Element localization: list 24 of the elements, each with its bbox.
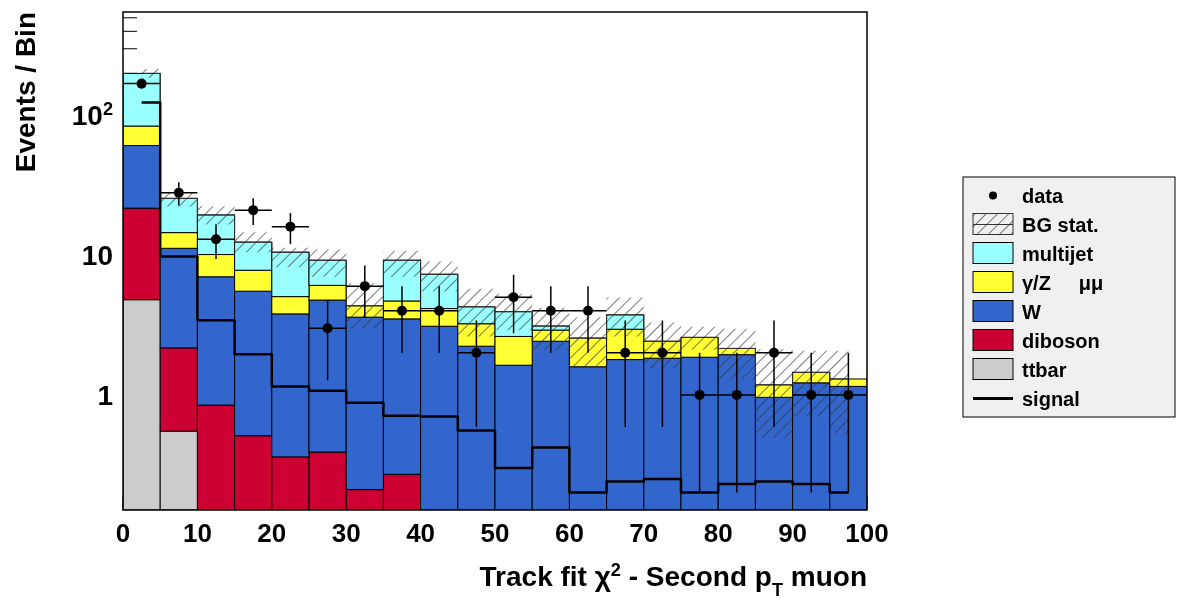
y-tick-label: 10	[81, 240, 113, 272]
legend-label: multijet	[1022, 242, 1094, 265]
x-tick-label: 60	[554, 518, 584, 548]
x-tick-label: 0	[115, 518, 131, 548]
x-tick-label: 10	[182, 518, 212, 548]
x-tick-label: 40	[406, 518, 436, 548]
y-tick-label: 10$^{2}$	[71, 99, 113, 132]
legend-label: W	[1022, 300, 1041, 323]
legend-label: ttbar	[1022, 358, 1067, 381]
legend-label: signal	[1022, 387, 1080, 410]
y-axis-title: Events / Bin	[10, 12, 41, 173]
x-tick-label: 30	[331, 518, 361, 548]
x-tick-label: 90	[778, 518, 808, 548]
legend-label: diboson	[1022, 329, 1100, 352]
x-axis-title: Track fit χ$^{2}$ - Second p$_{T}$ muon	[479, 560, 867, 600]
x-tick-label: 80	[703, 518, 733, 548]
x-tick-label: 70	[629, 518, 659, 548]
legend-label: data	[1022, 184, 1064, 207]
x-tick-label: 100	[845, 518, 889, 548]
legend-label: γ/Z μμ	[1022, 271, 1104, 294]
x-tick-label: 20	[257, 518, 287, 548]
y-tick-label: 1	[97, 379, 113, 411]
x-tick-label: 50	[480, 518, 510, 548]
legend-label: BG stat.	[1022, 213, 1099, 236]
